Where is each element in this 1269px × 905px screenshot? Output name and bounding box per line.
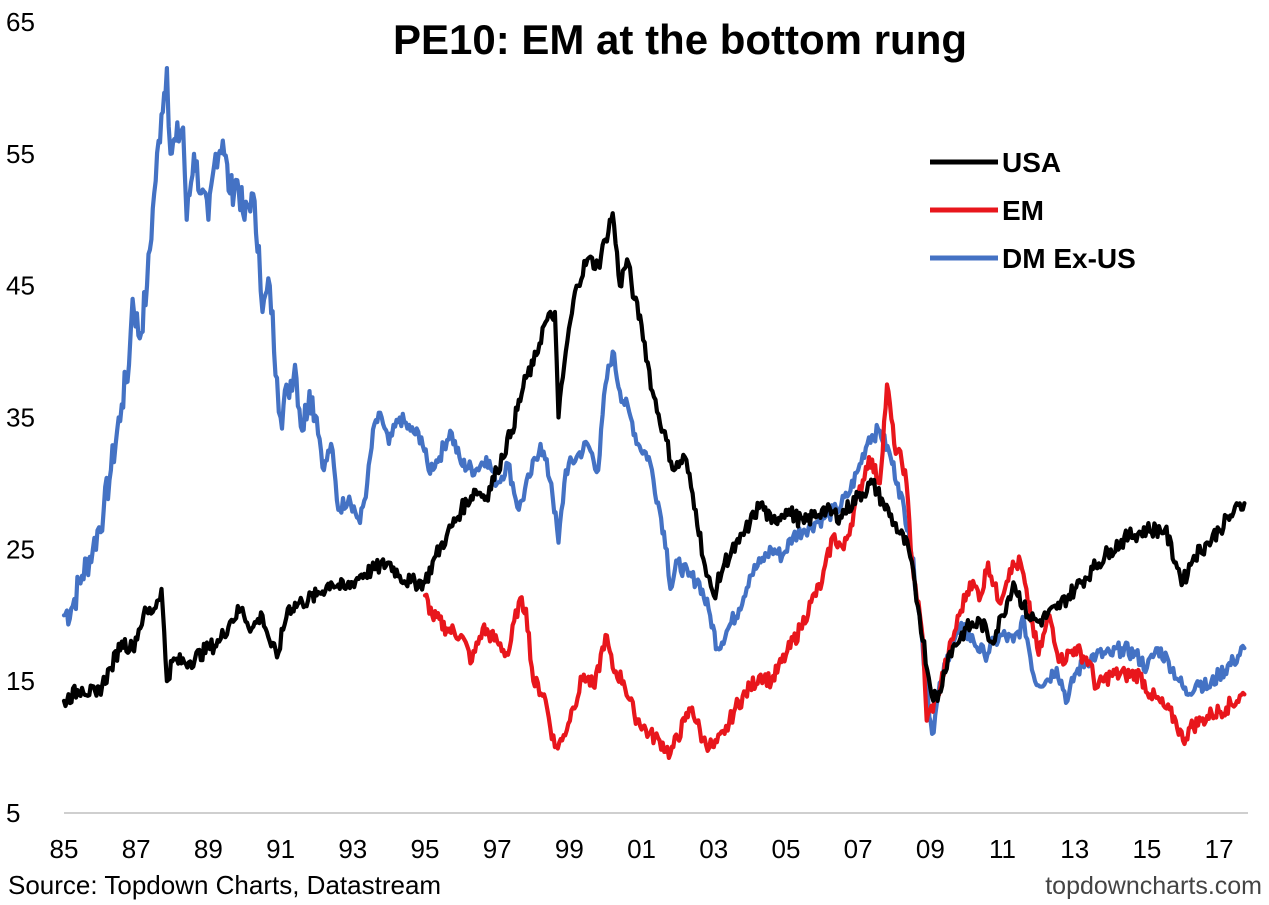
x-tick-label: 13 (1060, 834, 1089, 864)
x-tick-label: 17 (1205, 834, 1234, 864)
x-tick-label: 93 (338, 834, 367, 864)
x-axis-ticks: 85 87 89 91 93 95 97 99 01 03 05 07 09 11 13 15 17 (50, 834, 1234, 864)
y-tick-label: 15 (6, 666, 35, 696)
x-tick-label: 89 (194, 834, 223, 864)
series-line-dm-ex-us (61, 66, 1247, 736)
legend-label: USA (1002, 147, 1061, 178)
series-layer (61, 66, 1247, 760)
x-tick-label: 85 (50, 834, 79, 864)
y-tick-label: 45 (6, 271, 35, 301)
x-tick-label: 87 (122, 834, 151, 864)
y-axis-ticks: 5 15 25 35 45 55 65 (6, 7, 35, 828)
x-tick-label: 01 (627, 834, 656, 864)
y-tick-label: 65 (6, 7, 35, 37)
x-tick-label: 03 (699, 834, 728, 864)
legend-label: EM (1002, 195, 1044, 226)
source-note: Source: Topdown Charts, Datastream (8, 870, 441, 900)
y-tick-label: 5 (6, 798, 20, 828)
x-tick-label: 05 (771, 834, 800, 864)
x-tick-label: 91 (266, 834, 295, 864)
series-line-em (422, 382, 1247, 760)
chart-title: PE10: EM at the bottom rung (393, 16, 967, 63)
y-tick-label: 55 (6, 139, 35, 169)
series-line-usa (61, 211, 1247, 709)
x-tick-label: 97 (483, 834, 512, 864)
x-tick-label: 07 (844, 834, 873, 864)
x-tick-label: 99 (555, 834, 584, 864)
x-tick-label: 11 (989, 834, 1016, 864)
x-tick-label: 09 (916, 834, 945, 864)
y-tick-label: 35 (6, 403, 35, 433)
y-tick-label: 25 (6, 534, 35, 564)
x-tick-label: 15 (1132, 834, 1161, 864)
legend: USA EM DM Ex-US (930, 147, 1136, 274)
watermark-text: topdowncharts.com (1045, 872, 1262, 900)
legend-label: DM Ex-US (1002, 243, 1136, 274)
x-tick-label: 95 (411, 834, 440, 864)
